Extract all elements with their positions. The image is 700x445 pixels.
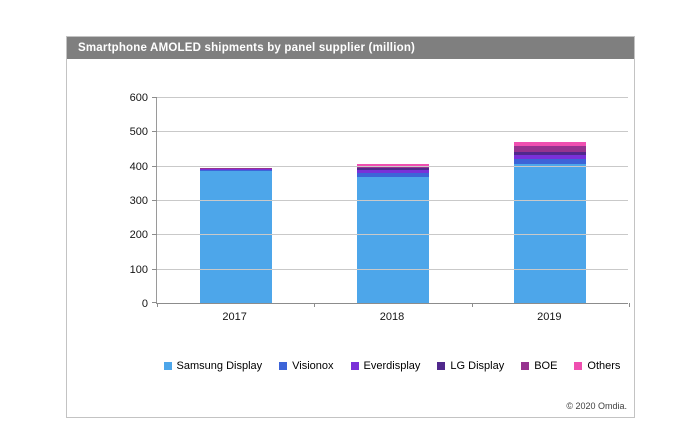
bar-slot-2017 xyxy=(157,98,314,303)
x-tick-label-2018: 2018 xyxy=(379,311,405,323)
bar-segment-lg-display xyxy=(513,151,586,156)
y-axis-tick xyxy=(152,234,157,236)
x-axis-tick xyxy=(471,303,473,307)
legend-swatch-icon xyxy=(350,362,359,370)
y-axis-tick xyxy=(152,165,157,167)
gridline-100 xyxy=(157,268,628,270)
bar-segment-samsung-display xyxy=(199,170,272,303)
copyright-note: © 2020 Omdia. xyxy=(566,401,627,411)
legend-label: Others xyxy=(587,360,621,372)
legend-swatch-icon xyxy=(279,362,288,370)
y-axis-tick xyxy=(152,268,157,270)
bar-segment-boe xyxy=(356,166,429,169)
x-axis-tick xyxy=(629,303,630,307)
x-axis-tick xyxy=(157,303,158,307)
y-tick-label: 600 xyxy=(129,92,148,104)
gridline-400 xyxy=(157,165,628,167)
legend-swatch-icon xyxy=(521,362,530,370)
gridline-200 xyxy=(157,234,628,236)
y-axis-tick xyxy=(152,131,157,133)
stacked-bar-2017 xyxy=(199,168,272,303)
bar-segment-visionox xyxy=(356,172,429,177)
y-tick-label: 100 xyxy=(129,263,148,276)
x-tick-label-2017: 2017 xyxy=(222,311,247,323)
bar-slot-2019 xyxy=(471,98,628,303)
y-tick-label: 300 xyxy=(129,195,148,207)
bar-segment-everdisplay xyxy=(513,155,586,160)
y-axis-tick xyxy=(152,302,157,303)
bar-segment-others xyxy=(513,141,586,147)
bar-segment-others xyxy=(356,164,429,167)
gridline-300 xyxy=(157,200,628,201)
bar-segment-visionox xyxy=(513,159,586,164)
bar-segment-samsung-display xyxy=(356,176,429,303)
bar-segment-visionox xyxy=(199,170,272,171)
legend-item-boe: BOE xyxy=(521,360,557,372)
legend-item-others: Others xyxy=(574,360,620,372)
legend: Samsung Display Visionox Everdisplay LG Dis… xyxy=(156,360,628,372)
legend-swatch-icon xyxy=(437,362,446,370)
chart-panel: Smartphone AMOLED shipments by panel sup… xyxy=(66,36,635,418)
y-tick-label: 500 xyxy=(129,126,148,139)
x-axis-labels: 2017 2018 2019 xyxy=(156,311,628,323)
bars-container xyxy=(157,98,628,303)
legend-label: BOE xyxy=(534,360,558,372)
legend-label: Samsung Display xyxy=(176,360,263,372)
stacked-bar-2019 xyxy=(513,141,586,303)
y-axis-tick xyxy=(152,97,157,98)
legend-item-lg-display: LG Display xyxy=(437,360,504,372)
x-tick-label-2019: 2019 xyxy=(537,311,562,323)
bar-slot-2018 xyxy=(314,98,471,303)
plot-area: 0 100 200 300 400 500 600 xyxy=(130,92,630,310)
bar-segment-samsung-display xyxy=(513,163,586,303)
legend-item-everdisplay: Everdisplay xyxy=(350,360,421,372)
chart-title: Smartphone AMOLED shipments by panel sup… xyxy=(67,37,634,59)
stacked-bar-2018 xyxy=(356,164,429,303)
bar-segment-lg-display xyxy=(356,168,429,171)
legend-label: LG Display xyxy=(450,360,505,372)
y-axis-tick xyxy=(152,200,157,201)
gridline-500 xyxy=(157,131,628,133)
legend-label: Visionox xyxy=(292,360,334,372)
y-tick-label: 0 xyxy=(141,298,148,310)
legend-item-visionox: Visionox xyxy=(279,360,334,372)
y-tick-label: 400 xyxy=(129,160,148,173)
legend-item-samsung-display: Samsung Display xyxy=(163,360,263,372)
legend-swatch-icon xyxy=(574,362,583,370)
legend-label: Everdisplay xyxy=(363,360,421,372)
bar-segment-everdisplay xyxy=(356,170,429,173)
x-axis-tick xyxy=(314,303,316,307)
bar-segment-boe xyxy=(513,146,586,152)
legend-swatch-icon xyxy=(163,362,172,370)
y-tick-label: 200 xyxy=(129,229,148,242)
bar-segment-everdisplay xyxy=(199,169,272,171)
gridline-600 xyxy=(157,97,628,98)
